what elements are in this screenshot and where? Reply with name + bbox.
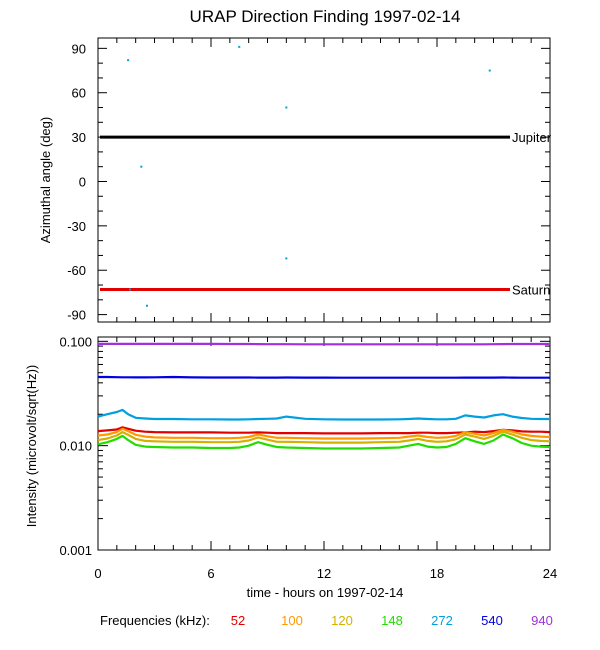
series-line-120 [97, 430, 551, 444]
direction-points [127, 45, 491, 307]
series-line-540 [98, 375, 550, 379]
intensity-tick-label: 0.010 [59, 439, 92, 454]
azimuth-tick-label: 30 [72, 130, 86, 145]
azimuth-tick-label: -30 [67, 219, 86, 234]
intensity-tick-label: 0.100 [59, 334, 92, 349]
legend-entry-100: 100 [281, 613, 303, 628]
time-tick-label: 6 [207, 566, 214, 581]
time-tick-label: 24 [543, 566, 557, 581]
intensity-series [97, 342, 551, 450]
time-tick-label: 12 [317, 566, 331, 581]
azimuth-tick-label: 90 [72, 41, 86, 56]
series-line-100 [97, 427, 551, 440]
intensity-tick-label: 0.001 [59, 543, 92, 558]
time-tick-label: 0 [94, 566, 101, 581]
legend-entry-120: 120 [331, 613, 353, 628]
azimuth-axis-title: Azimuthal angle (deg) [38, 117, 53, 243]
azimuth-tick-label: -90 [67, 308, 86, 323]
legend-entry-540: 540 [481, 613, 503, 628]
legend-entry-148: 148 [381, 613, 403, 628]
direction-point [285, 106, 288, 109]
legend-entry-272: 272 [431, 613, 453, 628]
chart-title: URAP Direction Finding 1997-02-14 [190, 7, 461, 26]
azimuth-tick-label: -60 [67, 263, 86, 278]
direction-point [285, 257, 288, 260]
direction-point [238, 45, 241, 48]
reference-lines: Jupiter Saturn [100, 130, 552, 297]
azimuth-ticks: 90 60 30 0 -30 -60 -90 [67, 38, 551, 323]
legend-title: Frequencies (kHz): [100, 613, 210, 628]
direction-point [140, 165, 143, 168]
azimuth-plot-frame [97, 37, 551, 323]
series-line-272 [97, 408, 550, 421]
intensity-axis-title: Intensity (microvolt/sqrt(Hz)) [24, 365, 39, 528]
direction-point [145, 304, 148, 307]
direction-point [127, 59, 130, 62]
azimuth-tick-label: 0 [79, 174, 86, 189]
series-line-52 [97, 426, 551, 435]
reference-label-jupiter: Jupiter [512, 130, 552, 145]
series-line-148 [97, 433, 551, 450]
legend-entry-940: 940 [531, 613, 553, 628]
direction-point [488, 69, 491, 72]
azimuth-tick-label: 60 [72, 86, 86, 101]
time-tick-label: 18 [430, 566, 444, 581]
reference-label-saturn: Saturn [512, 282, 550, 297]
azimuth-panel: 90 60 30 0 -30 -60 -90 Jupiter Saturn Azimuthal… [38, 37, 552, 323]
direction-point [129, 288, 132, 291]
legend-entry-52: 52 [231, 613, 245, 628]
frequency-legend: Frequencies (kHz): 52 100 120 148 272 540 940 [100, 613, 553, 628]
legend-items: 52 100 120 148 272 540 940 [231, 613, 553, 628]
time-axis-title: time - hours on 1997-02-14 [247, 585, 404, 600]
